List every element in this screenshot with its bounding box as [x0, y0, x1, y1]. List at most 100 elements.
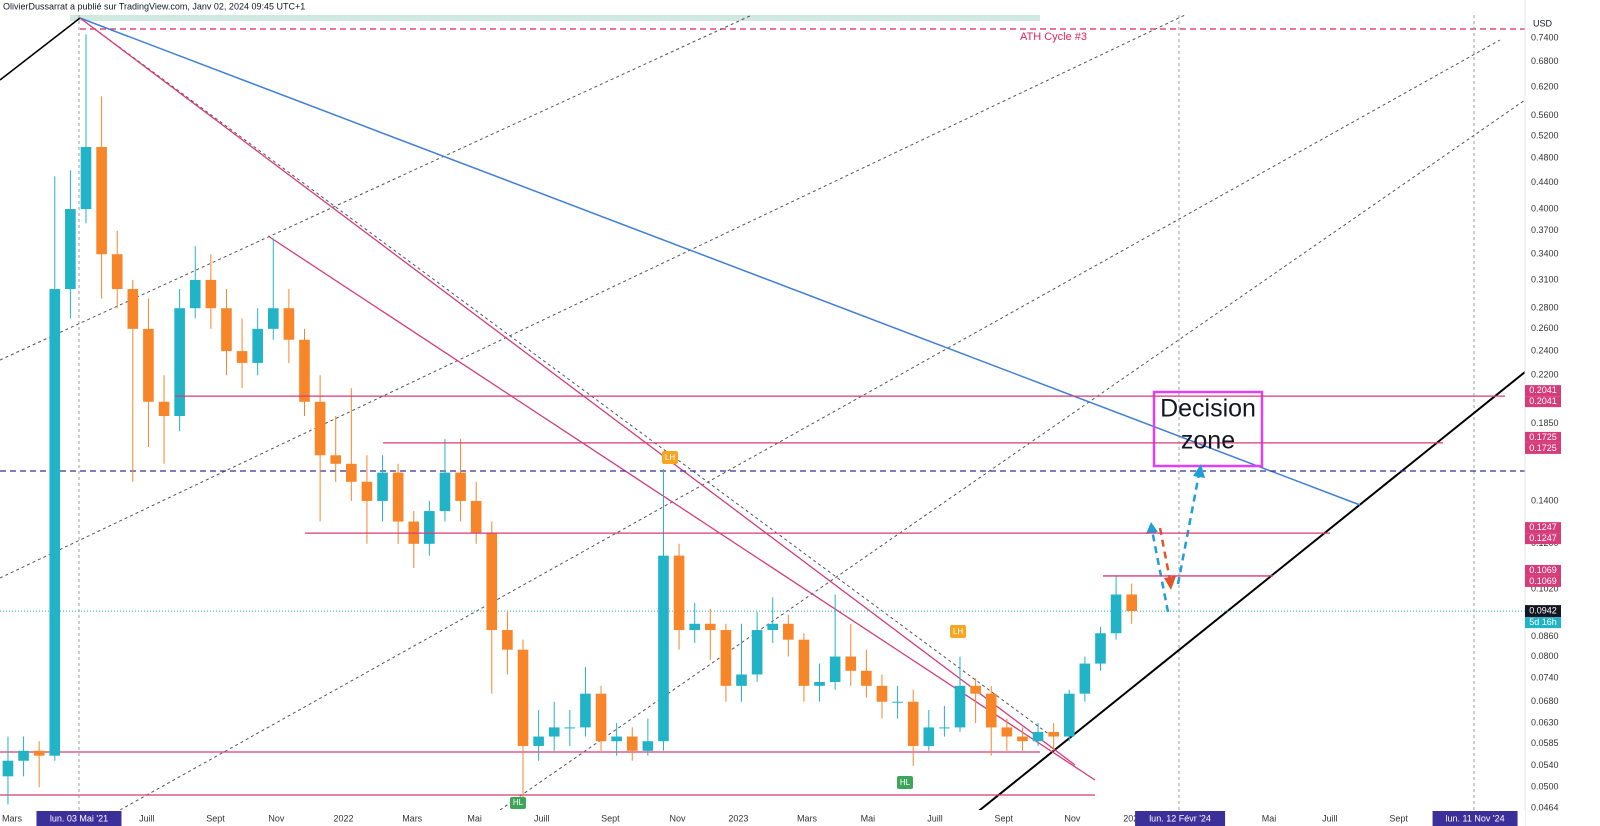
candle-body [111, 254, 123, 290]
candle-body [143, 328, 154, 402]
candle-body [96, 147, 107, 255]
y-tick-label: 0.3700 [1531, 225, 1559, 235]
x-tick-label: Sept [994, 813, 1013, 823]
candle-body [923, 727, 935, 746]
y-tick-label: 0.1020 [1531, 583, 1559, 593]
support-line [959, 371, 1526, 826]
x-tick-label: lun. 11 Nov '24 [1446, 813, 1505, 823]
level-badge [1525, 533, 1561, 545]
y-tick-label: 0.0800 [1531, 651, 1559, 661]
pivot-badge [897, 776, 913, 789]
x-tick-label: Sept [206, 813, 225, 823]
pivot-label: LH [953, 627, 963, 636]
candle-body [1001, 727, 1013, 737]
candle-body [33, 750, 45, 756]
x-tick-label: Juill [1322, 813, 1338, 823]
candle-body [954, 685, 966, 728]
decision-label: Decision [1160, 395, 1256, 423]
last-price-badge [1525, 605, 1561, 618]
x-tick-label: Sept [601, 813, 620, 823]
candle-body [1095, 633, 1106, 664]
decision-box [1152, 390, 1264, 468]
candle-body [65, 209, 76, 290]
candle-body [892, 701, 903, 703]
y-tick-label: 0.4800 [1531, 153, 1559, 163]
candle-body [689, 623, 700, 631]
level-badge [1525, 396, 1561, 408]
candle-body [455, 472, 466, 501]
candle-body [533, 736, 544, 746]
header: OlivierDussarrat a publié sur TradingVie… [3, 1, 305, 11]
candle-body [673, 555, 685, 631]
pivot-badge [950, 625, 966, 638]
x-tick-label: Nov [670, 813, 687, 823]
arrow [1176, 473, 1201, 585]
candle-body [377, 472, 388, 501]
x-tick-label: Mars [797, 813, 817, 823]
arrow-head [1164, 576, 1176, 590]
candle-body [486, 532, 498, 631]
candle-body [1048, 731, 1059, 737]
channel-line [499, 99, 1526, 811]
candle-body [939, 727, 950, 729]
candle-body [829, 656, 841, 683]
candle-body [1063, 693, 1075, 737]
y-tick-label: 0.0500 [1531, 782, 1559, 792]
candle-body [798, 639, 810, 686]
arrow-head [1193, 464, 1205, 478]
y-tick-label: 0.0630 [1531, 717, 1559, 727]
pivot-label: HL [900, 778, 911, 787]
channel-line [119, 39, 1501, 811]
arrow-head [1146, 522, 1158, 534]
level-badge [1525, 575, 1561, 587]
candle-body [985, 693, 997, 728]
channel-line [0, 14, 1186, 579]
pivot-badge [510, 797, 526, 809]
candle-body [127, 289, 139, 329]
arrow [1158, 527, 1172, 581]
candle-body [845, 656, 857, 671]
candle-body [314, 401, 326, 456]
candle-body [158, 401, 170, 417]
candle-body [49, 289, 61, 756]
candle-body [580, 693, 591, 728]
x-tick-label: Mai [861, 813, 876, 823]
level-badge [1525, 431, 1561, 443]
candle-body [626, 736, 638, 751]
resistance-line [79, 17, 1361, 506]
candle-body [876, 685, 888, 702]
y-tick-label: 0.0464 [1531, 802, 1559, 812]
candle-body [252, 328, 263, 363]
x-tick-label: Juill [534, 813, 550, 823]
candle-body [189, 279, 201, 309]
pink-trend [267, 235, 1096, 781]
candle-body [720, 630, 732, 686]
x-tick-highlight [1432, 811, 1518, 826]
y-tick-label: 0.0680 [1531, 696, 1559, 706]
candle-body [439, 472, 451, 512]
level-badge-label: 0.2041 [1529, 396, 1557, 406]
candle-body [642, 741, 654, 751]
x-tick-label: Sept [1389, 813, 1408, 823]
level-badge-label: 0.1069 [1529, 576, 1557, 586]
candle-body [502, 630, 513, 650]
channel-line [79, 17, 1051, 736]
time-axis [0, 810, 1525, 826]
y-tick-label: 0.4400 [1531, 177, 1559, 187]
x-tick-label: Mai [1262, 813, 1277, 823]
y-tick-label: 0.3400 [1531, 249, 1559, 259]
y-tick-label: 0.2600 [1531, 323, 1559, 333]
level-badge [1525, 385, 1561, 397]
pivot-label: HL [513, 798, 524, 807]
y-tick-label: 0.7400 [1531, 32, 1559, 42]
y-tick-label: 0.3100 [1531, 274, 1559, 284]
candle-body [283, 308, 295, 340]
candle-body [1126, 594, 1137, 612]
y-tick-label: 0.2800 [1531, 303, 1559, 313]
y-tick-label: 0.6200 [1531, 82, 1559, 92]
candle-body [736, 674, 747, 686]
x-tick-label: 2024 [1123, 813, 1143, 823]
candle-body [2, 760, 14, 777]
